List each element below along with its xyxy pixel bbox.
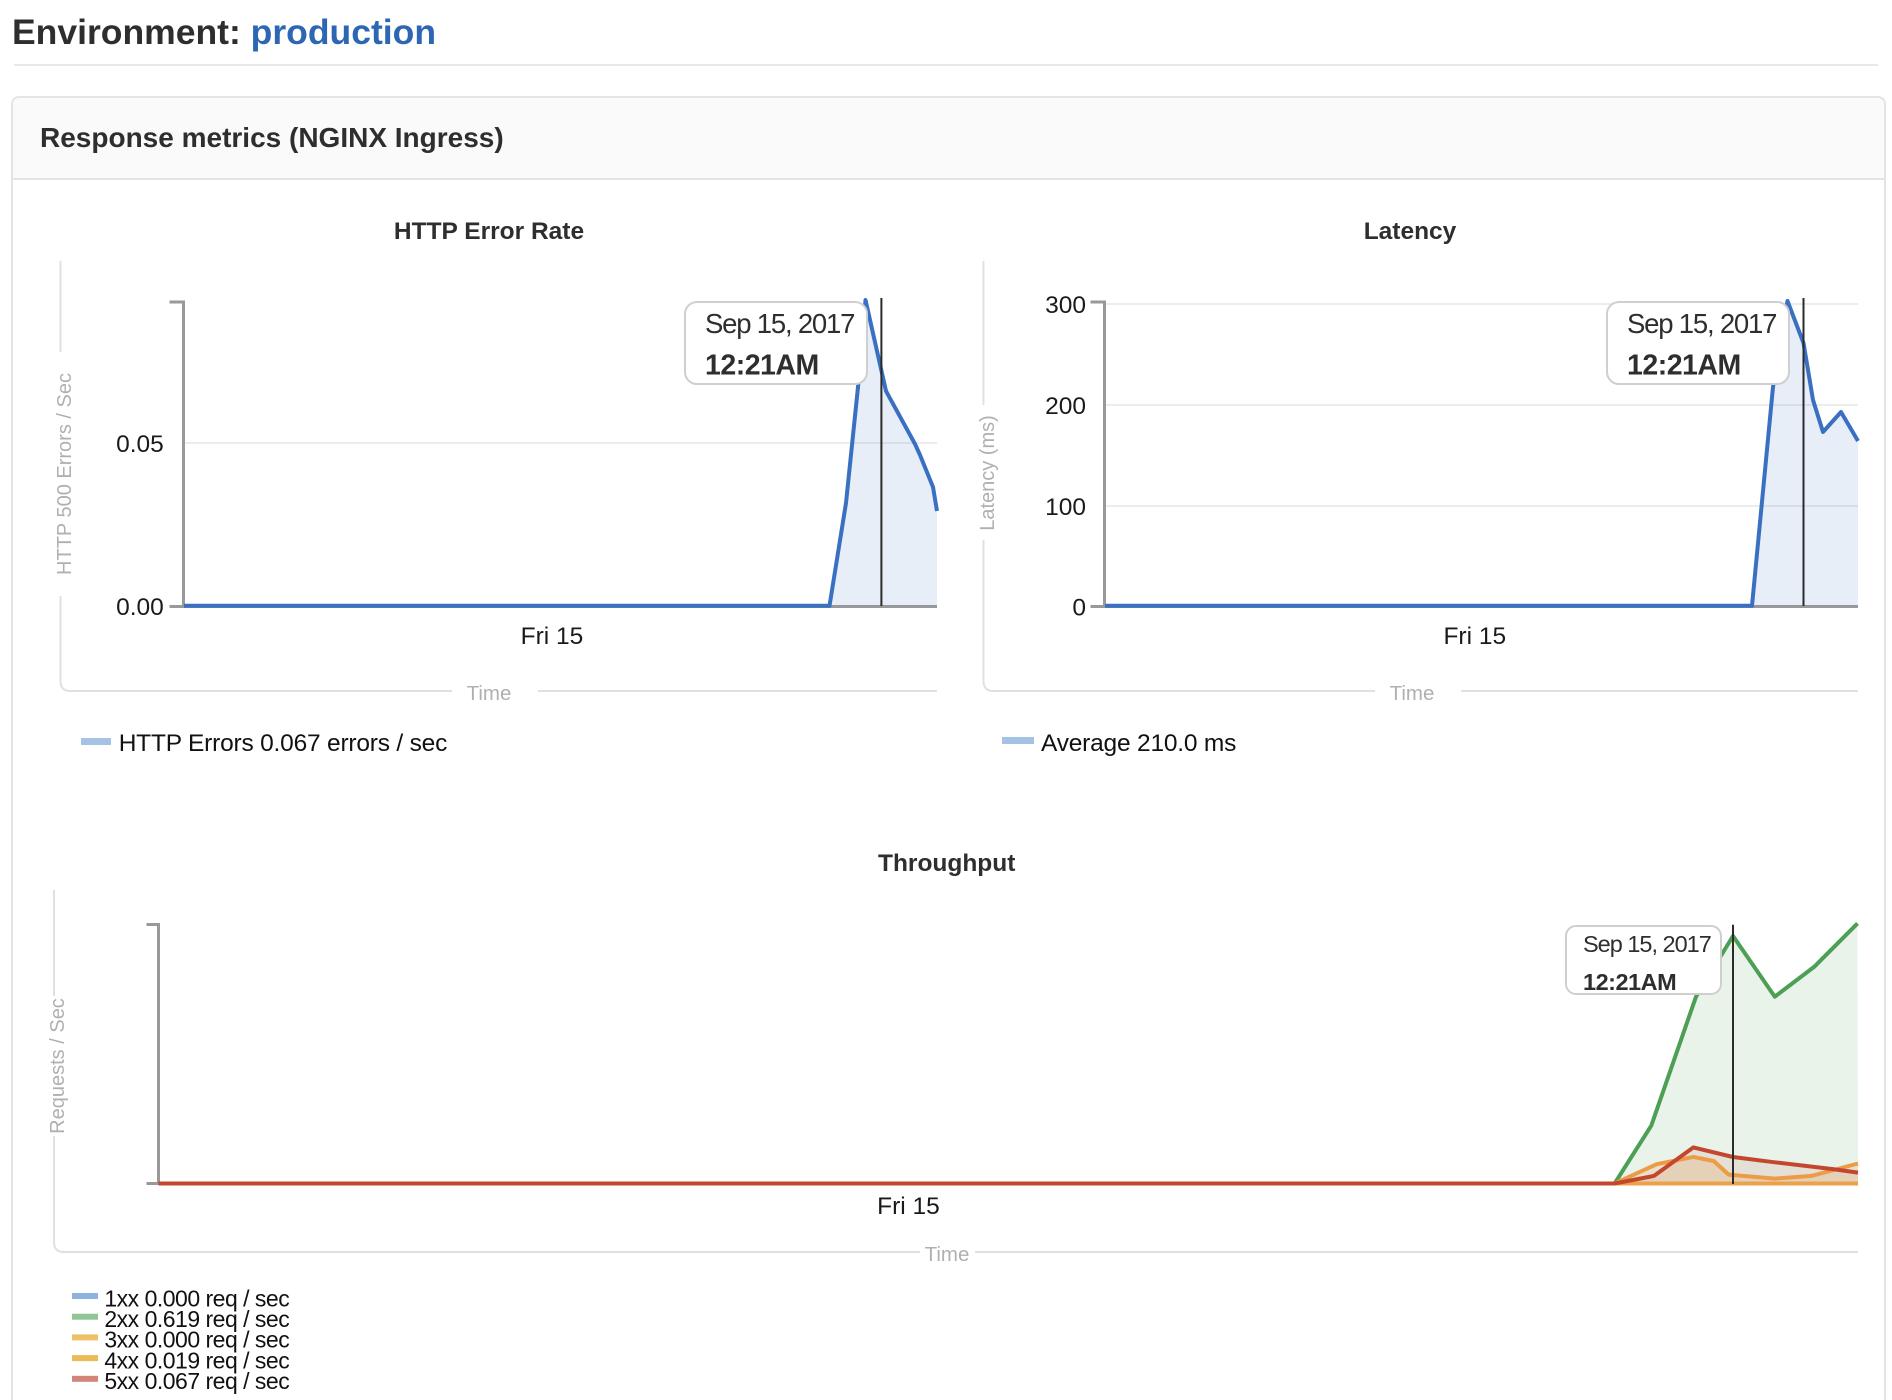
svg-text:0.00: 0.00 bbox=[116, 594, 164, 621]
svg-text:300: 300 bbox=[1045, 292, 1086, 319]
svg-text:12:21AM: 12:21AM bbox=[1583, 969, 1676, 995]
svg-text:Time: Time bbox=[925, 1243, 970, 1266]
svg-text:3xx 0.000 req / sec: 3xx 0.000 req / sec bbox=[104, 1327, 289, 1353]
svg-text:2xx 0.619 req / sec: 2xx 0.619 req / sec bbox=[104, 1306, 289, 1332]
svg-text:0.05: 0.05 bbox=[116, 431, 164, 458]
svg-text:Sep 15, 2017: Sep 15, 2017 bbox=[1627, 308, 1776, 339]
svg-text:Average 210.0 ms: Average 210.0 ms bbox=[1041, 730, 1236, 757]
svg-text:Latency (ms): Latency (ms) bbox=[977, 415, 999, 531]
svg-text:1xx 0.000 req / sec: 1xx 0.000 req / sec bbox=[104, 1285, 289, 1311]
svg-text:HTTP Errors 0.067 errors / sec: HTTP Errors 0.067 errors / sec bbox=[119, 730, 447, 757]
svg-text:5xx 0.067 req / sec: 5xx 0.067 req / sec bbox=[104, 1368, 289, 1394]
svg-text:4xx 0.019 req / sec: 4xx 0.019 req / sec bbox=[104, 1348, 289, 1374]
svg-text:Fri 15: Fri 15 bbox=[877, 1193, 940, 1220]
svg-text:12:21AM: 12:21AM bbox=[705, 350, 819, 382]
svg-text:Time: Time bbox=[467, 682, 512, 705]
svg-text:0: 0 bbox=[1072, 595, 1086, 622]
svg-text:Time: Time bbox=[1390, 682, 1435, 705]
svg-text:100: 100 bbox=[1045, 494, 1086, 521]
svg-text:Throughput: Throughput bbox=[878, 850, 1015, 877]
svg-text:Fri 15: Fri 15 bbox=[1443, 623, 1506, 650]
svg-text:Latency: Latency bbox=[1364, 218, 1457, 245]
svg-text:HTTP Error Rate: HTTP Error Rate bbox=[394, 218, 584, 245]
svg-text:Fri 15: Fri 15 bbox=[521, 623, 584, 650]
svg-text:HTTP 500 Errors / Sec: HTTP 500 Errors / Sec bbox=[54, 373, 76, 575]
svg-text:Sep 15, 2017: Sep 15, 2017 bbox=[705, 308, 854, 339]
svg-text:Sep 15, 2017: Sep 15, 2017 bbox=[1583, 931, 1711, 957]
svg-text:Requests / Sec: Requests / Sec bbox=[47, 998, 69, 1134]
svg-text:12:21AM: 12:21AM bbox=[1627, 350, 1741, 382]
svg-text:200: 200 bbox=[1045, 393, 1086, 420]
